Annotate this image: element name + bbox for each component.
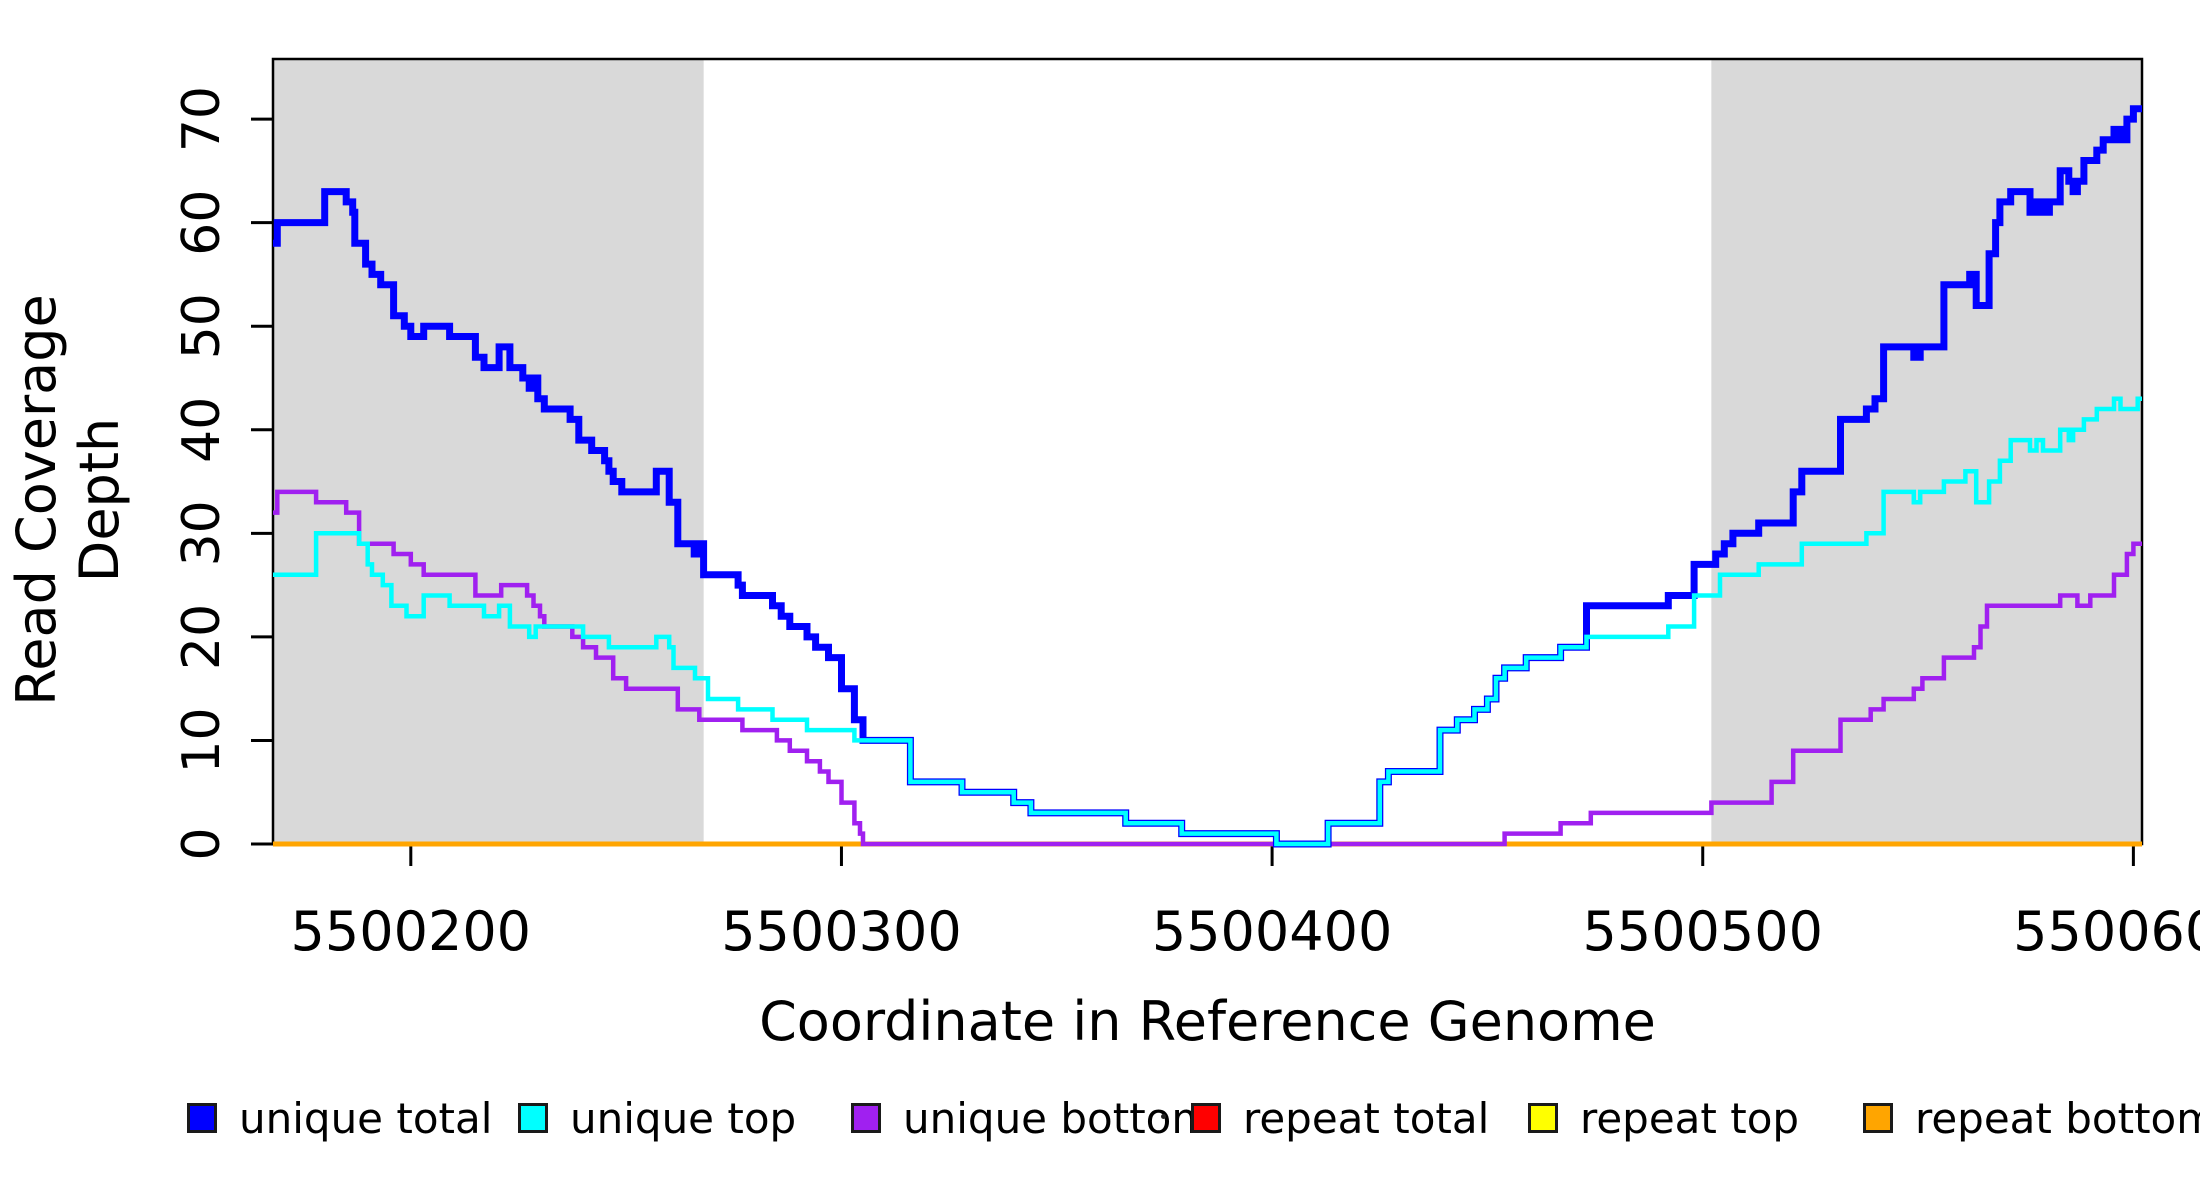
x-tick-label: 5500400 — [1152, 900, 1393, 963]
y-axis-title: Read Coverage Depth — [5, 294, 131, 706]
x-axis-title: Coordinate in Reference Genome — [759, 990, 1656, 1053]
legend-label: unique top — [570, 1093, 797, 1143]
y-tick-label: 20 — [172, 604, 232, 670]
x-tick-label: 5500200 — [291, 900, 532, 963]
y-tick-label: 70 — [172, 86, 232, 152]
legend-item-unique-top: unique top — [518, 1094, 796, 1143]
y-tick-label: 40 — [172, 397, 232, 463]
legend-swatch-unique-bottom — [851, 1103, 881, 1133]
legend: unique total unique top unique bottom repea… — [0, 1094, 2200, 1143]
legend-item-unique-total: unique total — [187, 1094, 492, 1143]
x-tick-label: 5500300 — [721, 900, 962, 963]
series-unique-bottom — [273, 489, 2142, 847]
legend-label: repeat bottom — [1915, 1093, 2200, 1143]
y-tick-label: 10 — [172, 707, 232, 773]
legend-item-unique-bottom: unique bottom — [851, 1094, 1212, 1143]
legend-swatch-unique-top — [518, 1103, 548, 1133]
stray-dot — [1161, 1114, 1166, 1119]
y-tick-label: 30 — [172, 500, 232, 566]
shaded-region-2 — [1711, 59, 2142, 844]
legend-swatch-repeat-bottom — [1863, 1103, 1893, 1133]
legend-label: unique total — [239, 1093, 493, 1143]
y-tick-label: 60 — [172, 190, 232, 256]
legend-swatch-repeat-total — [1191, 1103, 1221, 1133]
legend-label: repeat top — [1580, 1093, 1800, 1143]
legend-label: repeat total — [1243, 1093, 1490, 1143]
legend-label: unique bottom — [903, 1093, 1213, 1143]
y-tick-label: 0 — [172, 827, 232, 860]
legend-swatch-repeat-top — [1528, 1103, 1558, 1133]
shaded-region-1 — [273, 59, 704, 844]
y-tick-label: 50 — [172, 293, 232, 359]
x-tick-label: 5500500 — [1582, 900, 1823, 963]
x-tick-label: 5500600 — [2013, 900, 2200, 963]
legend-item-repeat-top: repeat top — [1528, 1094, 1799, 1143]
legend-swatch-unique-total — [187, 1103, 217, 1133]
legend-item-repeat-bottom: repeat bottom — [1863, 1094, 2200, 1143]
series-unique-top — [273, 396, 2142, 847]
legend-item-repeat-total: repeat total — [1191, 1094, 1489, 1143]
